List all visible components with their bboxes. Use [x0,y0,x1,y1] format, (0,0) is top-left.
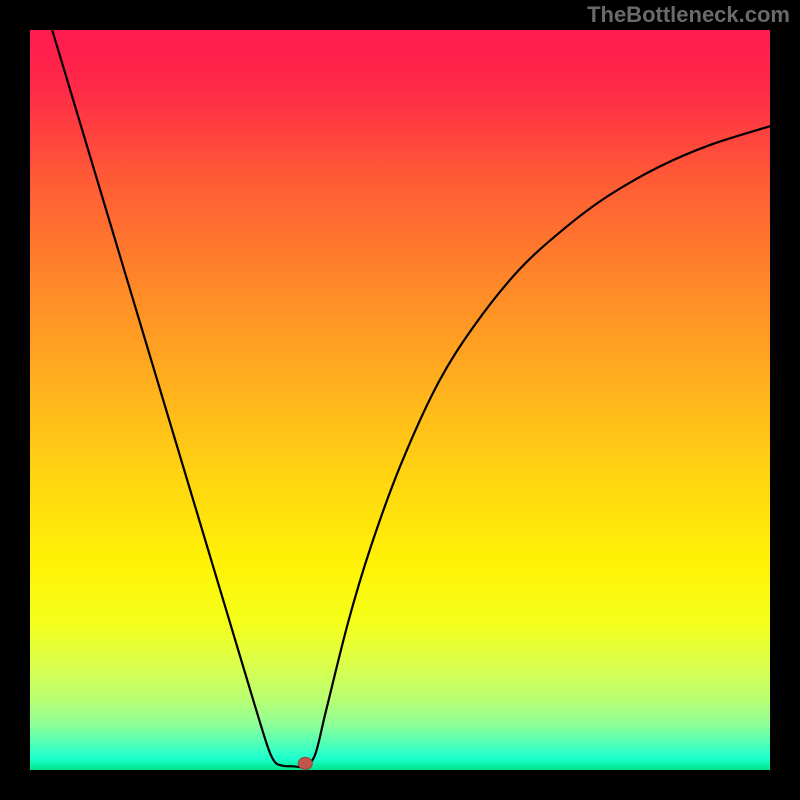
bottleneck-chart [30,30,770,770]
chart-frame: TheBottleneck.com [0,0,800,800]
plot-background [30,30,770,770]
optimum-marker [298,757,312,769]
watermark-text: TheBottleneck.com [587,2,790,28]
